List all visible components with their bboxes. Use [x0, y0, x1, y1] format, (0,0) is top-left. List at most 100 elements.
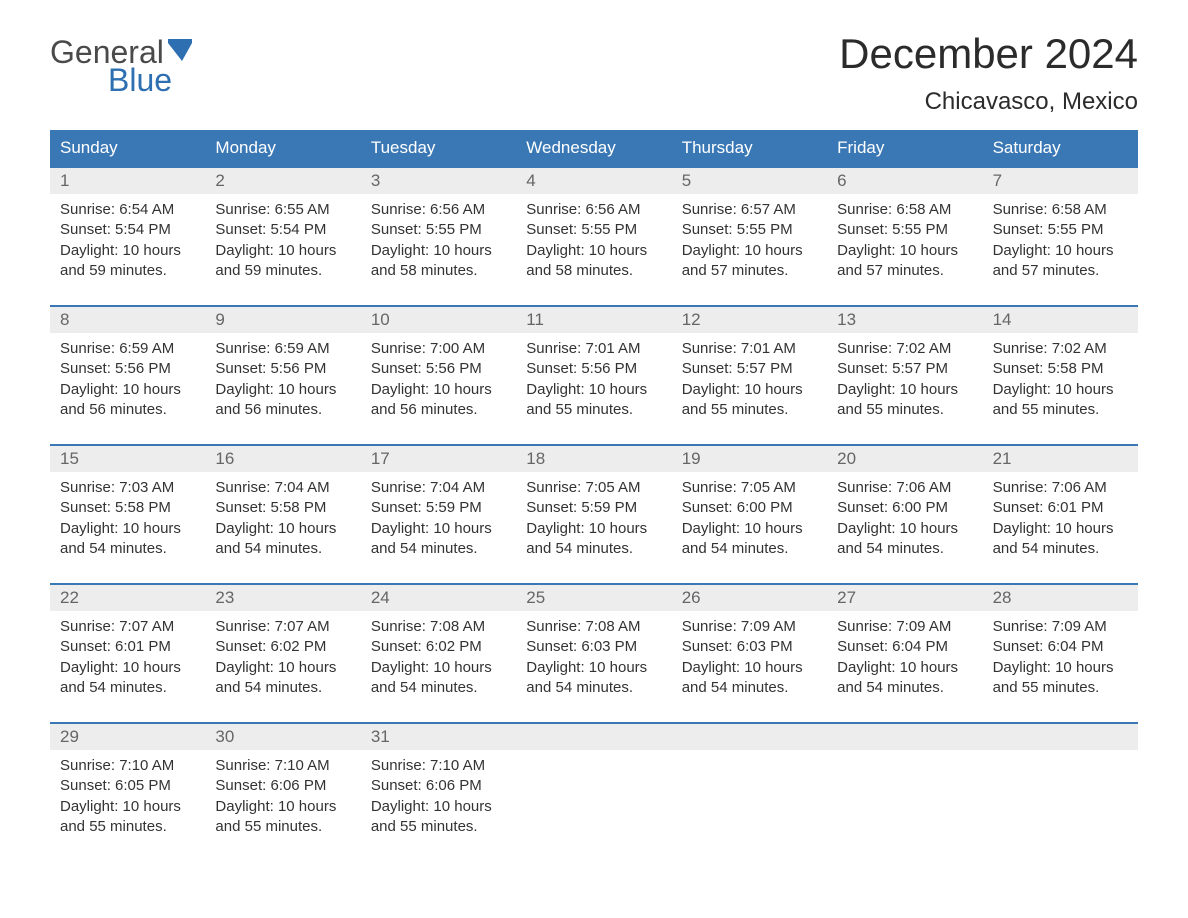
sunrise-line: Sunrise: 7:09 AM — [682, 617, 817, 637]
day-cell: Sunrise: 7:10 AMSunset: 6:06 PMDaylight:… — [205, 750, 360, 847]
sunset-line: Sunset: 5:57 PM — [837, 359, 972, 379]
daynum-row: 22232425262728 — [50, 585, 1138, 611]
day-cell: Sunrise: 7:09 AMSunset: 6:03 PMDaylight:… — [672, 611, 827, 708]
sunrise-line: Sunrise: 7:00 AM — [371, 339, 506, 359]
sunset-line: Sunset: 5:55 PM — [993, 220, 1128, 240]
sunrise-line: Sunrise: 7:06 AM — [993, 478, 1128, 498]
sunrise-line: Sunrise: 6:59 AM — [60, 339, 195, 359]
daylight-line: Daylight: 10 hours and 57 minutes. — [837, 241, 972, 282]
weekday-header: Tuesday — [361, 130, 516, 166]
day-number: 9 — [205, 307, 360, 333]
day-number: 24 — [361, 585, 516, 611]
daylight-line: Daylight: 10 hours and 54 minutes. — [371, 519, 506, 560]
sunrise-line: Sunrise: 7:08 AM — [526, 617, 661, 637]
sunset-line: Sunset: 5:58 PM — [993, 359, 1128, 379]
day-number: 30 — [205, 724, 360, 750]
sunrise-line: Sunrise: 7:10 AM — [371, 756, 506, 776]
daylight-line: Daylight: 10 hours and 55 minutes. — [371, 797, 506, 838]
day-cell: Sunrise: 7:02 AMSunset: 5:57 PMDaylight:… — [827, 333, 982, 430]
sunrise-line: Sunrise: 6:55 AM — [215, 200, 350, 220]
day-number: 11 — [516, 307, 671, 333]
day-number: 16 — [205, 446, 360, 472]
sunset-line: Sunset: 6:00 PM — [837, 498, 972, 518]
day-number: 21 — [983, 446, 1138, 472]
day-number — [827, 724, 982, 750]
day-cell: Sunrise: 7:01 AMSunset: 5:56 PMDaylight:… — [516, 333, 671, 430]
calendar-week: 15161718192021Sunrise: 7:03 AMSunset: 5:… — [50, 444, 1138, 569]
calendar-week: 1234567Sunrise: 6:54 AMSunset: 5:54 PMDa… — [50, 166, 1138, 291]
day-cell — [672, 750, 827, 847]
day-number: 27 — [827, 585, 982, 611]
day-cell: Sunrise: 6:59 AMSunset: 5:56 PMDaylight:… — [50, 333, 205, 430]
daylight-line: Daylight: 10 hours and 55 minutes. — [526, 380, 661, 421]
sunset-line: Sunset: 6:00 PM — [682, 498, 817, 518]
day-cell: Sunrise: 7:06 AMSunset: 6:01 PMDaylight:… — [983, 472, 1138, 569]
sunset-line: Sunset: 5:56 PM — [371, 359, 506, 379]
day-number: 3 — [361, 168, 516, 194]
day-number: 5 — [672, 168, 827, 194]
sunset-line: Sunset: 5:59 PM — [371, 498, 506, 518]
page-header: General Blue December 2024 Chicavasco, M… — [50, 30, 1138, 116]
location-label: Chicavasco, Mexico — [839, 88, 1138, 116]
sunset-line: Sunset: 6:06 PM — [371, 776, 506, 796]
day-cell: Sunrise: 6:58 AMSunset: 5:55 PMDaylight:… — [983, 194, 1138, 291]
weekday-header: Sunday — [50, 130, 205, 166]
day-cell: Sunrise: 6:54 AMSunset: 5:54 PMDaylight:… — [50, 194, 205, 291]
sunset-line: Sunset: 5:56 PM — [526, 359, 661, 379]
day-cell — [983, 750, 1138, 847]
day-cell: Sunrise: 6:55 AMSunset: 5:54 PMDaylight:… — [205, 194, 360, 291]
sunrise-line: Sunrise: 6:57 AM — [682, 200, 817, 220]
sunrise-line: Sunrise: 7:04 AM — [371, 478, 506, 498]
sunset-line: Sunset: 6:01 PM — [993, 498, 1128, 518]
day-cell: Sunrise: 7:09 AMSunset: 6:04 PMDaylight:… — [827, 611, 982, 708]
sunset-line: Sunset: 5:55 PM — [526, 220, 661, 240]
daylight-line: Daylight: 10 hours and 56 minutes. — [60, 380, 195, 421]
day-number: 22 — [50, 585, 205, 611]
daylight-line: Daylight: 10 hours and 58 minutes. — [526, 241, 661, 282]
sunrise-line: Sunrise: 7:05 AM — [682, 478, 817, 498]
day-number: 17 — [361, 446, 516, 472]
sunset-line: Sunset: 6:02 PM — [215, 637, 350, 657]
daylight-line: Daylight: 10 hours and 55 minutes. — [993, 380, 1128, 421]
daylight-line: Daylight: 10 hours and 54 minutes. — [837, 519, 972, 560]
sunrise-line: Sunrise: 6:56 AM — [526, 200, 661, 220]
day-number: 1 — [50, 168, 205, 194]
day-cell: Sunrise: 6:58 AMSunset: 5:55 PMDaylight:… — [827, 194, 982, 291]
sunset-line: Sunset: 5:58 PM — [60, 498, 195, 518]
day-cell: Sunrise: 7:08 AMSunset: 6:02 PMDaylight:… — [361, 611, 516, 708]
sunset-line: Sunset: 6:01 PM — [60, 637, 195, 657]
day-cell — [516, 750, 671, 847]
daylight-line: Daylight: 10 hours and 59 minutes. — [60, 241, 195, 282]
day-cell: Sunrise: 7:08 AMSunset: 6:03 PMDaylight:… — [516, 611, 671, 708]
daylight-line: Daylight: 10 hours and 54 minutes. — [682, 658, 817, 699]
sunset-line: Sunset: 6:04 PM — [837, 637, 972, 657]
day-number: 28 — [983, 585, 1138, 611]
day-number: 12 — [672, 307, 827, 333]
day-cell — [827, 750, 982, 847]
daylight-line: Daylight: 10 hours and 56 minutes. — [371, 380, 506, 421]
day-cell: Sunrise: 7:07 AMSunset: 6:02 PMDaylight:… — [205, 611, 360, 708]
sunset-line: Sunset: 6:06 PM — [215, 776, 350, 796]
day-cell: Sunrise: 7:02 AMSunset: 5:58 PMDaylight:… — [983, 333, 1138, 430]
day-cell: Sunrise: 6:57 AMSunset: 5:55 PMDaylight:… — [672, 194, 827, 291]
day-cell: Sunrise: 7:09 AMSunset: 6:04 PMDaylight:… — [983, 611, 1138, 708]
day-number: 18 — [516, 446, 671, 472]
daylight-line: Daylight: 10 hours and 55 minutes. — [215, 797, 350, 838]
day-number: 4 — [516, 168, 671, 194]
sunset-line: Sunset: 5:55 PM — [682, 220, 817, 240]
sunrise-line: Sunrise: 7:09 AM — [993, 617, 1128, 637]
day-number: 7 — [983, 168, 1138, 194]
daylight-line: Daylight: 10 hours and 55 minutes. — [60, 797, 195, 838]
day-number: 31 — [361, 724, 516, 750]
day-number: 13 — [827, 307, 982, 333]
day-cell: Sunrise: 7:10 AMSunset: 6:06 PMDaylight:… — [361, 750, 516, 847]
day-cell: Sunrise: 7:04 AMSunset: 5:59 PMDaylight:… — [361, 472, 516, 569]
day-cell: Sunrise: 6:59 AMSunset: 5:56 PMDaylight:… — [205, 333, 360, 430]
day-number: 20 — [827, 446, 982, 472]
daylight-line: Daylight: 10 hours and 54 minutes. — [215, 519, 350, 560]
sunrise-line: Sunrise: 7:10 AM — [60, 756, 195, 776]
sunrise-line: Sunrise: 7:09 AM — [837, 617, 972, 637]
daynum-row: 15161718192021 — [50, 446, 1138, 472]
sunset-line: Sunset: 5:56 PM — [215, 359, 350, 379]
daylight-line: Daylight: 10 hours and 54 minutes. — [526, 658, 661, 699]
